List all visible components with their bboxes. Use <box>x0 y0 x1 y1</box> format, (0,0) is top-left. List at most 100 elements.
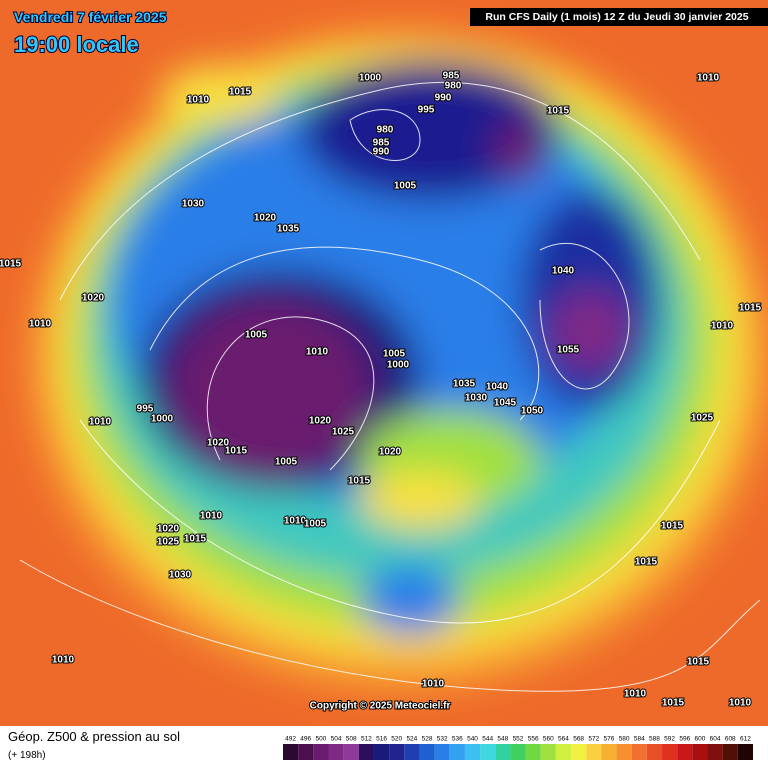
date: Vendredi 7 février 2025 <box>14 9 167 25</box>
isobar-label: 985 <box>443 71 460 82</box>
scale-swatch <box>510 744 526 760</box>
scale-swatch <box>571 744 587 760</box>
isobar-label: 1025 <box>157 537 180 548</box>
scale-swatch <box>328 744 344 760</box>
isobar-label: 1010 <box>729 698 752 709</box>
isobar-label: 1050 <box>521 406 544 417</box>
isobar-label: 1025 <box>332 427 355 438</box>
isobar-label: 1015 <box>348 476 371 487</box>
isobar-label: 1045 <box>494 398 517 409</box>
isobar-label: 1035 <box>453 379 476 390</box>
copyright: Copyright © 2025 Meteociel.fr <box>310 701 451 712</box>
isobar-label: 1000 <box>387 360 410 371</box>
isobar-label: 990 <box>373 147 390 158</box>
scale-swatch <box>707 744 723 760</box>
isobar-label: 990 <box>435 93 452 104</box>
scale-label: 524 <box>406 736 417 743</box>
isobar-label: 980 <box>445 81 462 92</box>
time: 19:00 locale <box>14 32 139 57</box>
isobar-label: 1010 <box>89 417 112 428</box>
isobar-label: 985 <box>373 138 390 149</box>
scale-label: 576 <box>604 736 615 743</box>
isobar-label: 1020 <box>82 293 105 304</box>
isobar-label: 1005 <box>275 457 298 468</box>
scale-swatch <box>449 744 465 760</box>
isobar-label: 1020 <box>157 524 180 535</box>
scale-swatch <box>313 744 329 760</box>
scale-swatch <box>419 744 435 760</box>
scale-swatch <box>722 744 738 760</box>
isobar-label: 1015 <box>547 106 570 117</box>
isobar-label: 1010 <box>29 319 52 330</box>
isobar-label: 1005 <box>383 349 406 360</box>
scale-label: 556 <box>528 736 539 743</box>
scale-swatch <box>525 744 541 760</box>
isobar-label: 1005 <box>394 181 417 192</box>
isobar-label: 1020 <box>207 438 230 449</box>
scale-label: 552 <box>513 736 524 743</box>
isobar-label: 1015 <box>739 303 762 314</box>
scale-swatch <box>298 744 314 760</box>
isobar-label: 1020 <box>379 447 402 458</box>
scale-swatch <box>677 744 693 760</box>
isobar-label: 1015 <box>184 534 207 545</box>
scale-swatch <box>692 744 708 760</box>
scale-label: 592 <box>664 736 675 743</box>
isobar-label: 1010 <box>52 655 75 666</box>
scale-swatch <box>434 744 450 760</box>
isobar-label: 1055 <box>557 345 580 356</box>
scale-label: 568 <box>573 736 584 743</box>
scale-label: 496 <box>300 736 311 743</box>
scale-swatch <box>480 744 496 760</box>
scale-swatch <box>555 744 572 760</box>
isobar-label: 1030 <box>465 393 488 404</box>
footer-title: Géop. Z500 & pression au sol <box>8 729 180 744</box>
scale-label: 500 <box>315 736 326 743</box>
isobar-label: 1010 <box>697 73 720 84</box>
scale-label: 544 <box>482 736 493 743</box>
isobar-label: 1015 <box>0 259 22 270</box>
scale-label: 584 <box>634 736 645 743</box>
isobar-label: 1025 <box>691 413 714 424</box>
scale-label: 492 <box>285 736 296 743</box>
isobar-label: 1030 <box>169 570 192 581</box>
run-box <box>470 8 768 26</box>
scale-label: 536 <box>452 736 463 743</box>
scale-swatch <box>586 744 602 760</box>
scale-label: 512 <box>361 736 372 743</box>
scale-label: 548 <box>497 736 508 743</box>
scale-label: 540 <box>467 736 478 743</box>
isobar-label: 1015 <box>662 698 685 709</box>
isobar-label: 1000 <box>151 414 174 425</box>
isobar-label: 1010 <box>284 516 307 527</box>
isobar-label: 1005 <box>245 330 268 341</box>
scale-swatch <box>601 744 617 760</box>
scale-label: 580 <box>619 736 630 743</box>
isobar-label: 1020 <box>309 416 332 427</box>
lead-time: (+ 198h) <box>8 750 46 761</box>
scale-swatch <box>373 744 390 760</box>
isobar-label: 1010 <box>306 347 329 358</box>
scale-swatch <box>662 744 678 760</box>
scale-label: 516 <box>376 736 387 743</box>
scale-label: 504 <box>331 736 342 743</box>
isobar-label: 1015 <box>687 657 710 668</box>
scale-label: 608 <box>725 736 736 743</box>
scale-swatch <box>616 744 632 760</box>
isobar-label: 1015 <box>661 521 684 532</box>
scale-swatch <box>358 744 374 760</box>
isobar-label: 1010 <box>711 321 734 332</box>
isobar-label: 1005 <box>304 519 327 530</box>
isobar-label: 1015 <box>229 87 252 98</box>
scale-swatch <box>343 744 359 760</box>
isobar-label: 980 <box>377 125 394 136</box>
scale-label: 564 <box>558 736 569 743</box>
field <box>0 0 768 726</box>
scale-swatch <box>495 744 511 760</box>
scale-label: 572 <box>588 736 599 743</box>
isobar-label: 1010 <box>624 689 647 700</box>
scale-label: 588 <box>649 736 660 743</box>
scale-swatch <box>646 744 663 760</box>
